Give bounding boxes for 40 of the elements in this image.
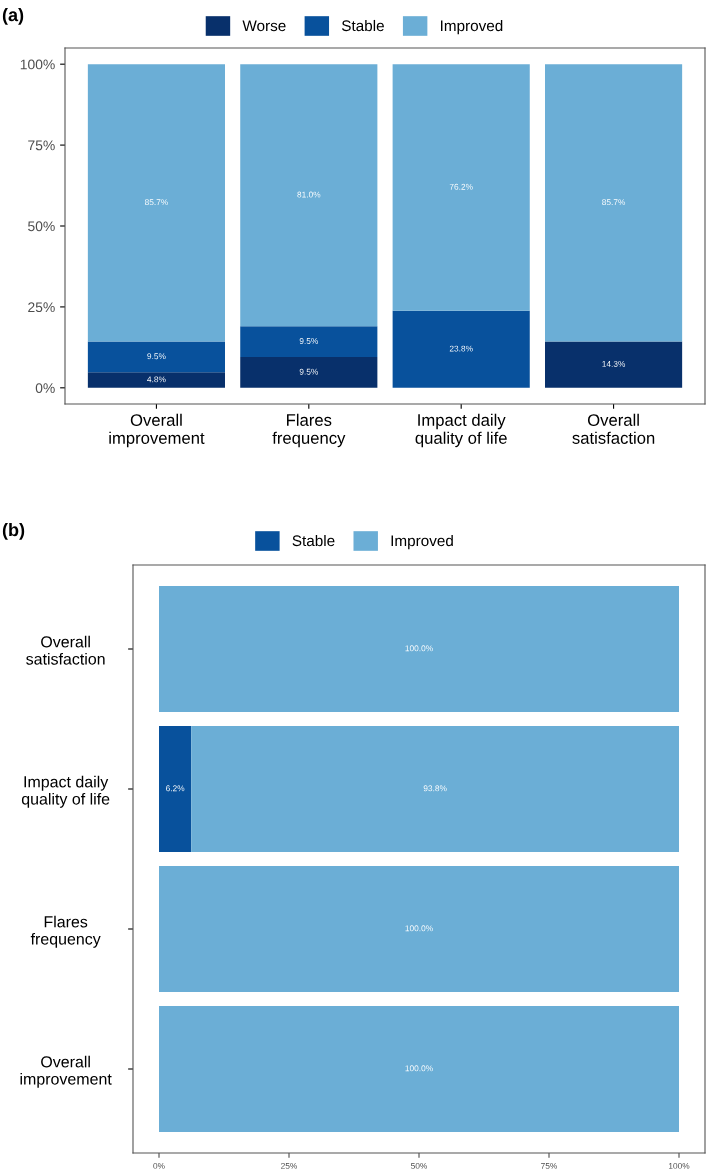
y-tick-label: 25% [28,302,55,313]
data-label: 9.5% [299,338,319,344]
legend-label: Stable [341,19,384,32]
y-tick-label: 100% [20,59,55,70]
data-label: 4.8% [147,376,166,383]
legend-label: Stable [292,534,335,547]
data-label: 9.5% [147,353,166,360]
data-label: 85.7% [144,199,168,206]
x-tick-label: 75% [541,1162,558,1169]
y-tick-label: 0% [35,383,55,393]
legend-label: Improved [441,19,503,35]
data-label: 100.0% [405,1065,433,1072]
data-label: 85.7% [602,199,626,206]
y-tick-label: 75% [28,140,55,151]
y-tick-label: Overall improvement [20,1055,112,1088]
y-tick-label: Overall satisfaction [26,635,105,665]
chart-title: (a) [2,8,24,25]
legend-label: Worse [242,20,286,32]
x-tick-label: 25% [281,1162,298,1169]
x-tick-label: Impact daily quality of life [415,413,507,448]
data-label: 14.3% [602,361,626,367]
y-tick-label: Impact daily quality of life [21,775,110,808]
y-tick-label: 50% [28,221,55,232]
data-label: 9.5% [299,368,319,375]
data-label: 6.2% [166,785,185,792]
x-tick-label: Overall improvement [109,413,205,448]
legend-label: Improved [391,534,453,550]
data-label: 93.8% [423,785,447,792]
y-tick-label: Flares frequency [30,915,101,948]
x-tick-label: Flares frequency [272,413,346,448]
chart-title: (b) [2,523,25,540]
data-label: 100.0% [405,645,433,652]
data-label: 76.2% [449,183,473,190]
x-tick-label: Overall satisfaction [572,413,655,444]
data-label: 81.0% [297,191,321,198]
data-label: 23.8% [449,345,473,352]
data-label: 100.0% [405,925,433,932]
x-tick-label: 100% [668,1162,690,1169]
x-tick-label: 50% [410,1162,428,1169]
x-tick-label: 0% [153,1162,165,1169]
